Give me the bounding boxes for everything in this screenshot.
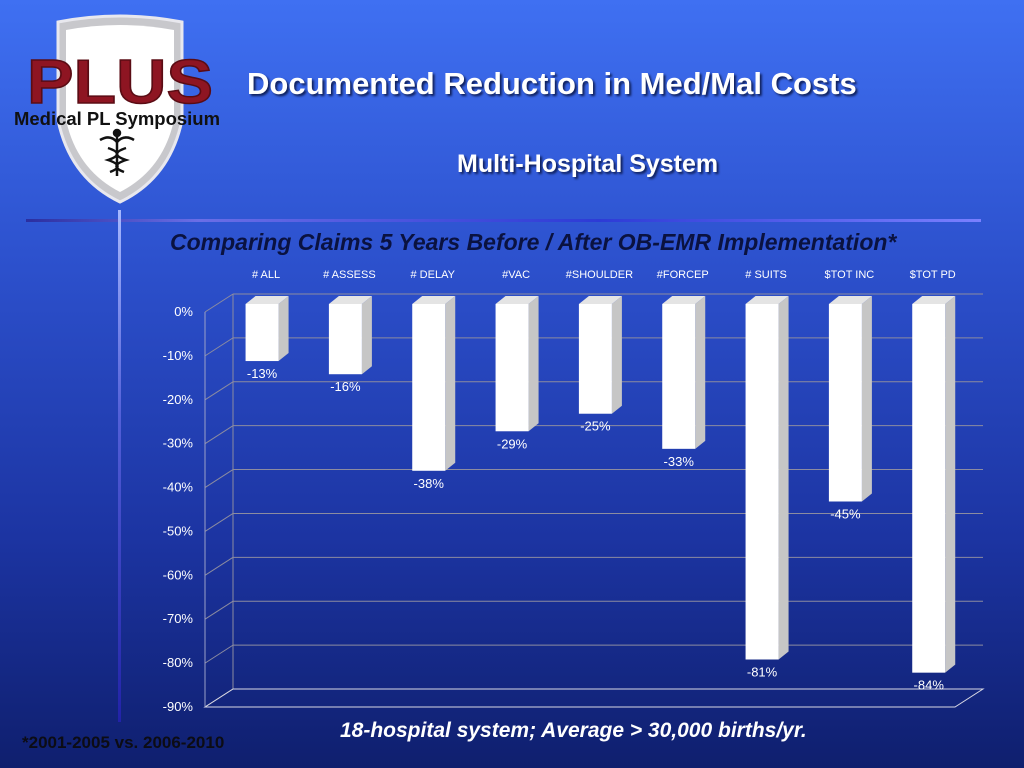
bar-top: [328, 296, 372, 304]
bar-side: [778, 296, 789, 660]
data-label: -45%: [830, 507, 861, 522]
category-label: #FORCEP: [657, 269, 709, 281]
bar-top: [578, 296, 622, 304]
category-label: $TOT PD: [910, 269, 956, 281]
gridline-side: [204, 600, 234, 620]
bar-top: [495, 296, 539, 304]
bar: [328, 304, 362, 375]
logo-brand: PLUS: [27, 48, 213, 117]
y-tick-label: -60%: [163, 567, 194, 582]
gridline-side: [204, 644, 234, 664]
bar-side: [861, 296, 872, 502]
data-label: -81%: [747, 665, 778, 680]
y-tick-label: -20%: [163, 392, 194, 407]
gridline-side: [204, 337, 234, 357]
bar-side: [611, 296, 622, 414]
y-tick-label: 0%: [174, 304, 193, 319]
bar-side: [945, 296, 956, 673]
bar-top: [828, 296, 872, 304]
slide-title: Documented Reduction in Med/Mal Costs: [247, 66, 857, 101]
bar-side: [278, 296, 289, 362]
date-range-footnote: *2001-2005 vs. 2006-2010: [22, 733, 225, 752]
category-label: $TOT INC: [825, 269, 875, 281]
bar: [495, 304, 529, 432]
bar-top: [412, 296, 456, 304]
data-label: -13%: [247, 366, 278, 381]
gridline-side: [204, 293, 234, 313]
data-label: -38%: [414, 476, 445, 491]
y-tick-label: -70%: [163, 611, 194, 626]
horizontal-rule: [26, 219, 981, 222]
vertical-rule: [118, 210, 121, 722]
category-label: # DELAY: [411, 269, 456, 281]
caduceus-icon: [99, 128, 135, 176]
category-label: #SHOULDER: [566, 269, 633, 281]
y-tick-label: -40%: [163, 480, 194, 495]
bar: [245, 304, 279, 362]
data-label: -25%: [580, 419, 611, 434]
bar: [828, 304, 862, 502]
bar-side: [361, 296, 372, 375]
y-tick-label: -80%: [163, 655, 194, 670]
plus-logo: PLUS Medical PL Symposium: [14, 14, 220, 204]
data-label: -84%: [914, 678, 945, 693]
logo-name: Medical PL Symposium: [14, 109, 220, 129]
y-tick-label: -90%: [163, 699, 194, 714]
gridline-side: [204, 381, 234, 401]
bar-top: [745, 296, 789, 304]
bar-side: [695, 296, 706, 449]
category-label: # ALL: [252, 269, 280, 281]
chart-title: Comparing Claims 5 Years Before / After …: [170, 229, 897, 255]
slide-subtitle: Multi-Hospital System: [457, 150, 719, 178]
chart-floor: [203, 688, 985, 708]
y-tick-label: -30%: [163, 436, 194, 451]
bar: [745, 304, 779, 660]
bar-top: [245, 296, 289, 304]
category-label: # ASSESS: [323, 269, 376, 281]
data-label: -33%: [664, 454, 695, 469]
gridline-side: [204, 513, 234, 532]
y-tick-label: -10%: [163, 348, 194, 363]
bar-side: [528, 296, 539, 432]
category-label: # SUITS: [745, 269, 787, 281]
bar: [912, 304, 946, 673]
category-label: #VAC: [502, 269, 530, 281]
bar-top: [912, 296, 956, 304]
data-label: -29%: [497, 436, 528, 451]
gridline-side: [204, 469, 234, 488]
data-label: -16%: [330, 379, 361, 394]
bar: [662, 304, 696, 449]
y-tick-label: -50%: [163, 523, 194, 538]
footer-note: 18-hospital system; Average > 30,000 bir…: [340, 719, 807, 742]
gridline-side: [204, 425, 234, 445]
bar-top: [662, 296, 706, 304]
gridline-side: [204, 556, 234, 576]
bar: [412, 304, 446, 471]
bar-side: [445, 296, 456, 471]
bar: [578, 304, 612, 414]
